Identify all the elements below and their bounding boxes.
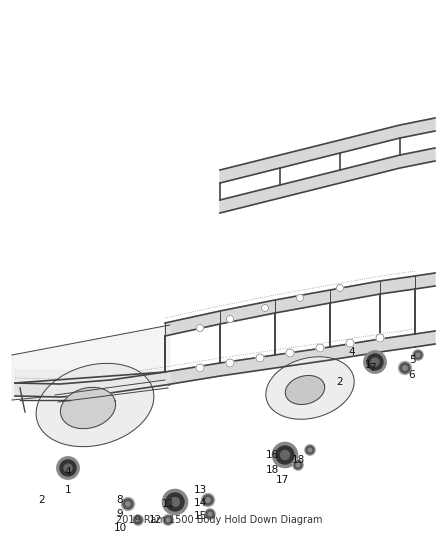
Circle shape (206, 498, 210, 502)
Polygon shape (60, 387, 116, 429)
Text: 9: 9 (117, 509, 124, 519)
Circle shape (166, 493, 184, 511)
Circle shape (208, 512, 212, 516)
Text: 15: 15 (193, 511, 207, 521)
Text: 1: 1 (65, 485, 71, 495)
Circle shape (367, 354, 383, 370)
Circle shape (286, 349, 294, 357)
Circle shape (121, 497, 134, 511)
Circle shape (413, 350, 423, 360)
Circle shape (166, 518, 170, 522)
Circle shape (126, 502, 130, 506)
Circle shape (201, 494, 215, 506)
Circle shape (203, 495, 213, 505)
Text: 2: 2 (39, 495, 45, 505)
Text: 2: 2 (337, 377, 343, 387)
Text: 4: 4 (349, 347, 355, 357)
Polygon shape (55, 380, 168, 402)
Polygon shape (220, 148, 435, 213)
Text: 13: 13 (193, 485, 207, 495)
Circle shape (294, 461, 302, 469)
Circle shape (136, 518, 140, 522)
Circle shape (416, 353, 420, 357)
Circle shape (400, 363, 410, 373)
Circle shape (60, 460, 76, 476)
Circle shape (308, 448, 312, 452)
Circle shape (376, 334, 384, 342)
Circle shape (336, 285, 343, 292)
Polygon shape (36, 364, 154, 447)
Polygon shape (415, 331, 435, 347)
Circle shape (163, 515, 173, 525)
Circle shape (64, 464, 72, 472)
Circle shape (261, 304, 268, 311)
Circle shape (296, 463, 300, 467)
Circle shape (364, 351, 386, 373)
Circle shape (133, 515, 143, 525)
Polygon shape (266, 357, 354, 419)
Text: 1: 1 (365, 360, 371, 370)
Circle shape (293, 460, 303, 470)
Text: 11: 11 (161, 499, 175, 509)
Text: 10: 10 (113, 523, 127, 533)
Text: 18: 18 (291, 455, 304, 465)
Text: 8: 8 (117, 495, 124, 505)
Polygon shape (415, 273, 435, 289)
Polygon shape (285, 376, 325, 405)
Text: 12: 12 (148, 515, 162, 525)
Circle shape (280, 450, 290, 459)
Text: 2019 Ram 1500 Body Hold Down Diagram: 2019 Ram 1500 Body Hold Down Diagram (116, 515, 322, 525)
Circle shape (272, 442, 297, 467)
Text: 17: 17 (276, 475, 289, 485)
Circle shape (226, 316, 233, 322)
Text: 18: 18 (265, 465, 279, 475)
Circle shape (205, 509, 215, 519)
Polygon shape (220, 118, 435, 183)
Circle shape (306, 446, 314, 454)
Circle shape (297, 295, 304, 302)
Circle shape (371, 358, 379, 366)
Circle shape (399, 361, 411, 375)
Circle shape (162, 489, 187, 514)
Text: 7: 7 (369, 363, 375, 373)
Text: 14: 14 (193, 498, 207, 508)
Polygon shape (165, 276, 415, 336)
Circle shape (414, 351, 422, 359)
Circle shape (316, 344, 324, 352)
Circle shape (403, 366, 407, 370)
Text: 16: 16 (265, 450, 279, 460)
Polygon shape (12, 325, 170, 400)
Circle shape (123, 499, 133, 509)
Text: 4: 4 (65, 467, 71, 477)
Text: 6: 6 (409, 370, 415, 380)
Circle shape (256, 354, 264, 362)
Circle shape (276, 446, 294, 464)
Circle shape (164, 516, 172, 524)
Circle shape (134, 516, 142, 524)
Circle shape (57, 457, 79, 479)
Circle shape (226, 359, 234, 367)
Circle shape (197, 325, 204, 332)
Circle shape (170, 497, 180, 506)
Polygon shape (15, 370, 165, 383)
Circle shape (346, 339, 354, 347)
Circle shape (305, 445, 315, 455)
Circle shape (196, 364, 204, 372)
Polygon shape (15, 334, 415, 397)
Circle shape (206, 510, 214, 518)
Text: 5: 5 (409, 355, 415, 365)
